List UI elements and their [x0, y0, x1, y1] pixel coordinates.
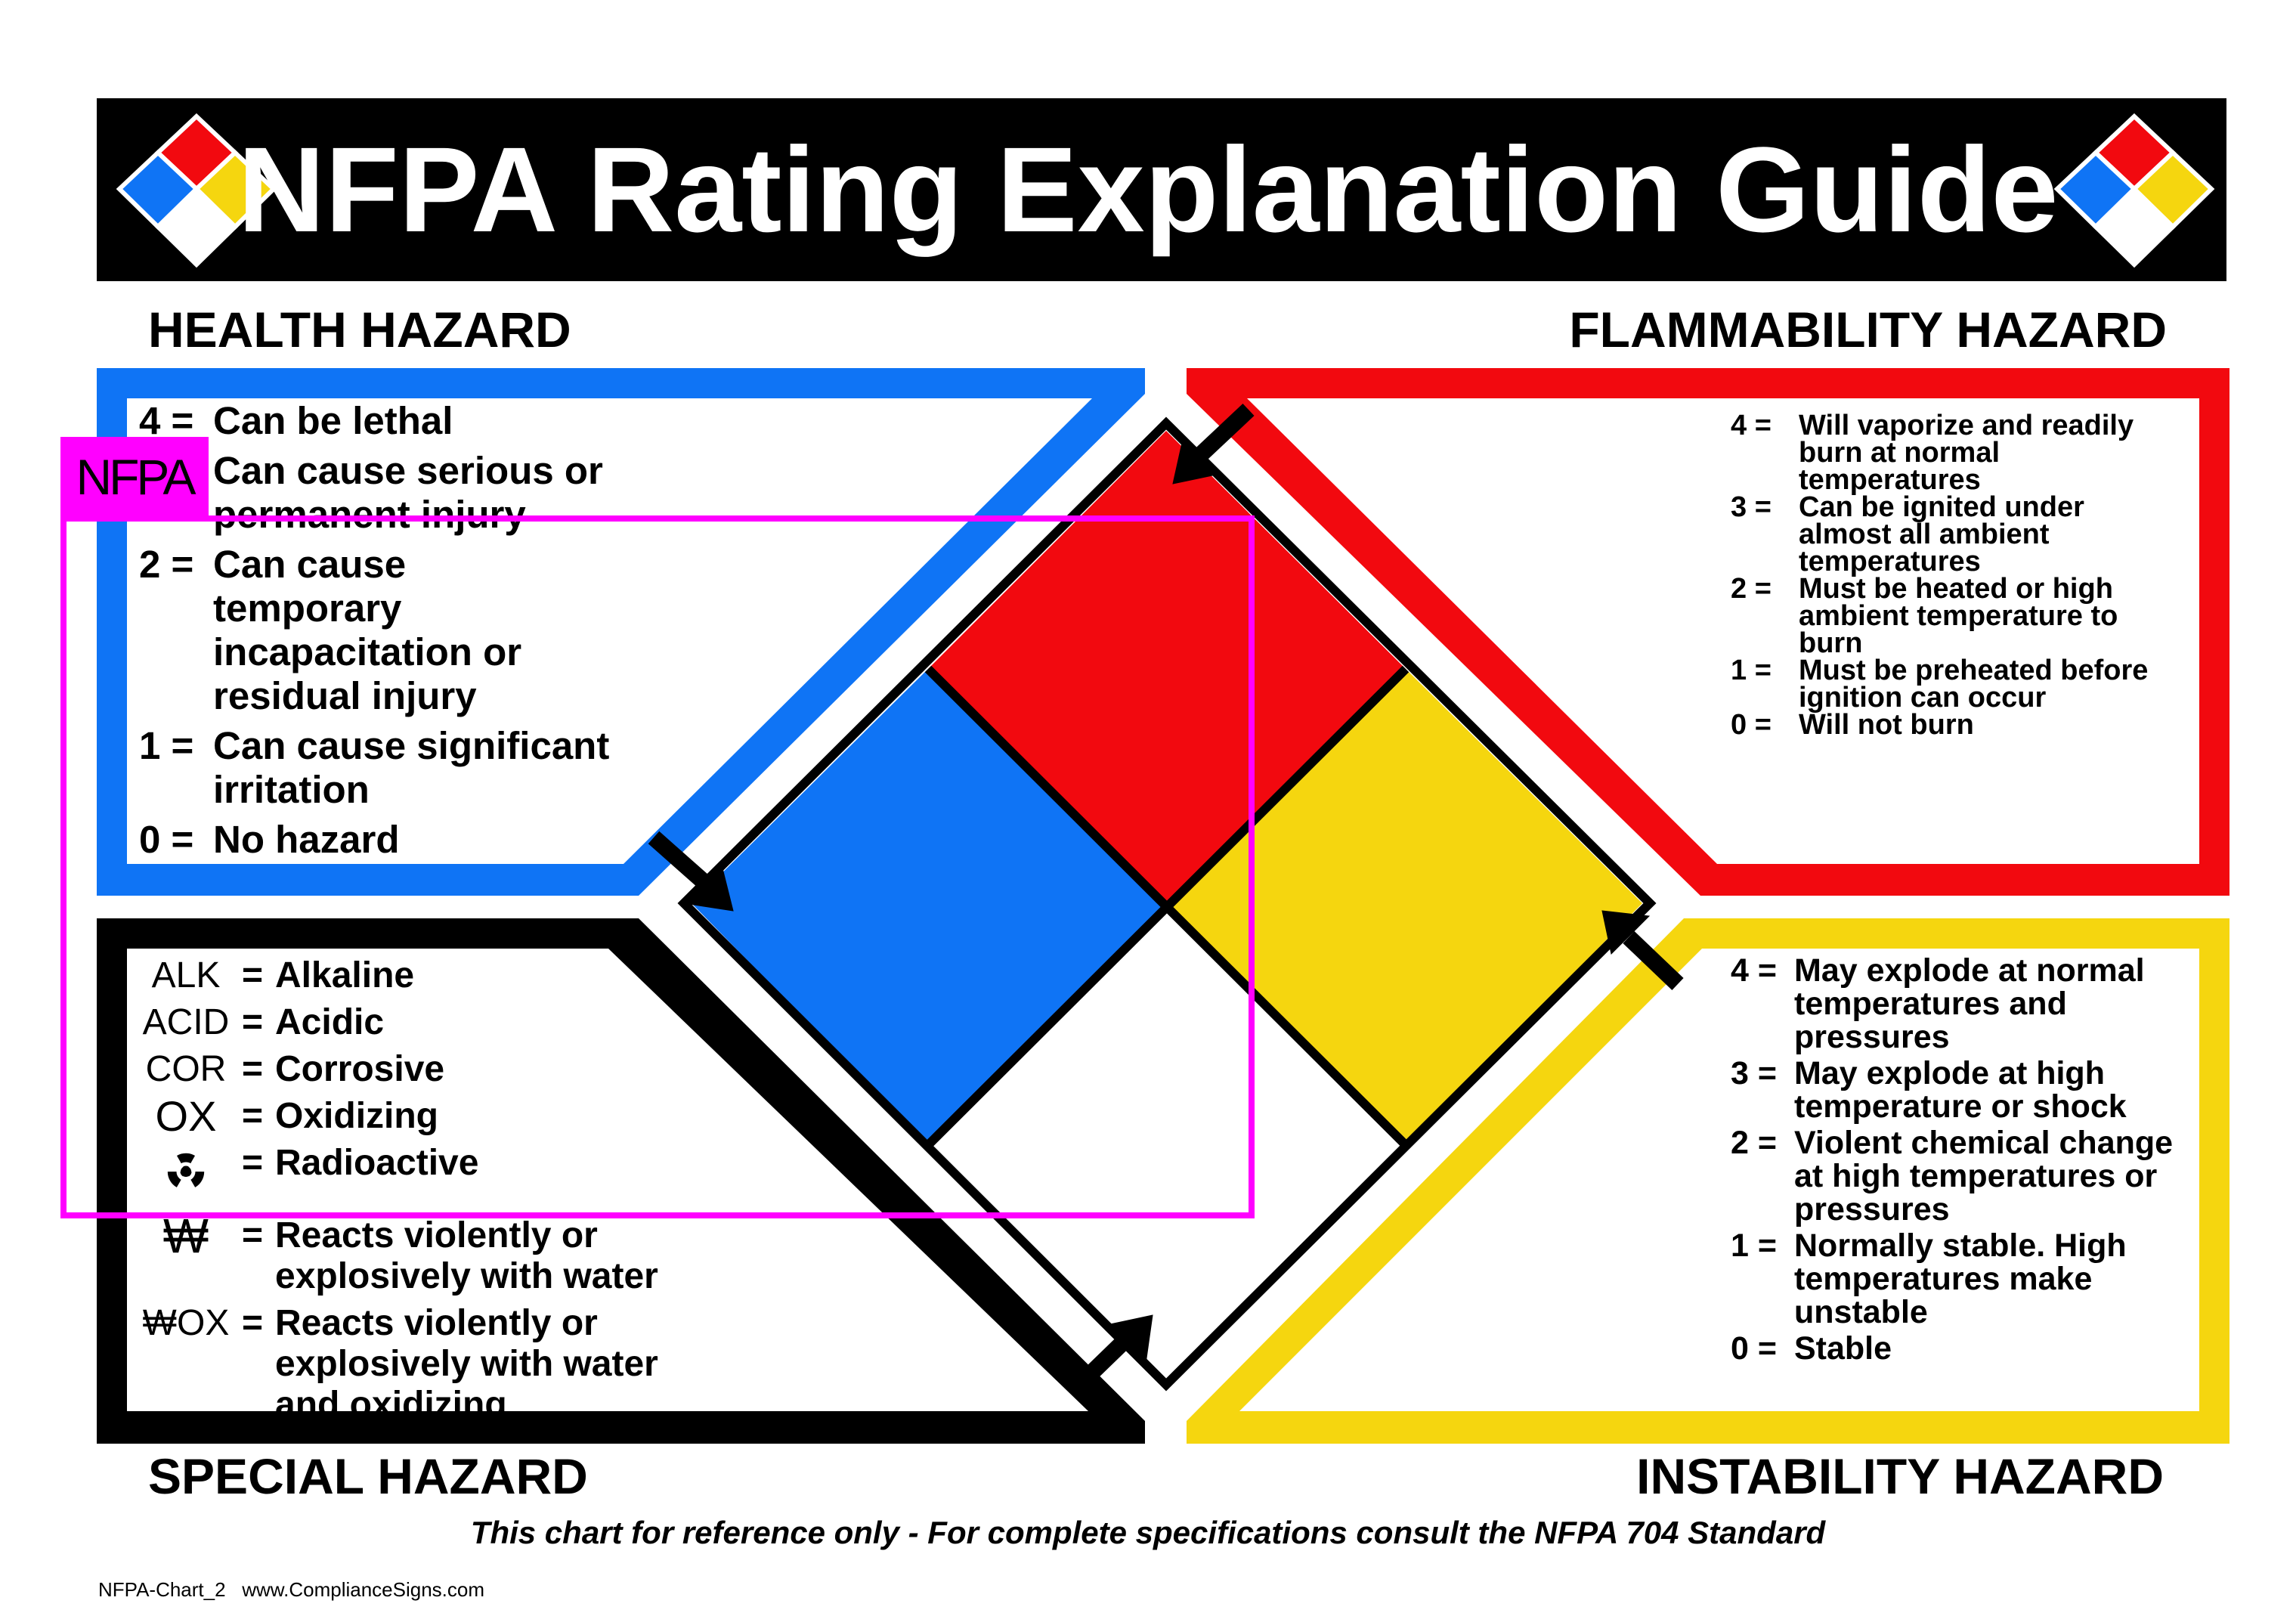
list-item: OX = Oxidizing [130, 1092, 735, 1140]
footer-text: NFPA-Chart_2 www.ComplianceSigns.com [98, 1578, 485, 1601]
water-oxidizer-symbol: ₩OX [142, 1303, 230, 1343]
list-item: 3 = May explode at high temperature or sh… [1731, 1055, 2127, 1125]
page-title: NFPA Rating Explanation Guide [237, 122, 2059, 257]
list-item: ACID = Acidic [130, 1002, 735, 1043]
list-item: 2 = Can cause temporary incapacitation or… [139, 543, 522, 717]
list-item: 2 = Violent chemical change at high tempe… [1731, 1125, 2174, 1227]
special-symbol: ALK [151, 955, 221, 995]
special-symbol: OX [155, 1092, 217, 1140]
overlay-box [60, 515, 1255, 1218]
list-item: 1 = Must be preheated before ignition can… [1731, 655, 2149, 714]
flammability-hazard-list: 4 = Will vaporize and readily burn at nor… [1731, 410, 2199, 741]
list-item: 4 = May explode at normal temperatures an… [1731, 952, 2145, 1055]
nfpa-diamond-logo-left [116, 113, 277, 268]
special-hazard-title: SPECIAL HAZARD [148, 1448, 588, 1504]
list-item: 1 = Normally stable. High temperatures ma… [1731, 1227, 2127, 1330]
list-item: 3 = Can be ignited under almost all ambie… [1731, 491, 2084, 577]
list-item: 1 = Can cause significant irritation [139, 724, 610, 811]
flammability-hazard-title: FLAMMABILITY HAZARD [1569, 302, 2167, 358]
list-item: 0 = No hazard [139, 818, 400, 861]
flammability-panel-inner [1247, 398, 2199, 864]
list-item: ₩OX = Reacts violently or explosively with… [130, 1303, 735, 1426]
header-bar [97, 98, 2226, 281]
list-item: 4 = Will vaporize and readily burn at nor… [1731, 410, 2134, 496]
list-item: ₩ = Reacts violently or explosively with w… [130, 1209, 735, 1297]
list-item: 4 = Can be lethal [139, 399, 453, 442]
list-item: = Radioactive [130, 1143, 735, 1209]
special-panel-inner [127, 949, 1088, 1411]
nfpa-diamond [677, 416, 1657, 1392]
special-symbol: COR [145, 1049, 227, 1089]
list-item: 0 = Will not burn [1731, 709, 1974, 741]
instability-panel-inner [1239, 949, 2199, 1411]
list-item: ALK = Alkaline [130, 955, 735, 996]
list-item: COR = Corrosive [130, 1049, 735, 1090]
radioactive-icon [167, 1153, 205, 1187]
arrows [648, 403, 1684, 1393]
nfpa-diamond-logo-right [2053, 113, 2215, 268]
instability-hazard-list: 4 = May explode at normal temperatures an… [1731, 954, 2214, 1368]
list-item: 0 = Stable [1731, 1330, 1892, 1367]
water-reactive-icon: ₩ [162, 1209, 209, 1263]
health-hazard-title: HEALTH HAZARD [148, 302, 571, 358]
disclaimer: This chart for reference only - For comp… [470, 1515, 1826, 1550]
list-item: 2 = Must be heated or high ambient temper… [1731, 573, 2118, 659]
instability-hazard-title: INSTABILITY HAZARD [1636, 1448, 2164, 1504]
health-panel-inner [127, 398, 1092, 864]
overlay-label: NFPA [60, 437, 209, 517]
special-symbol: ACID [142, 1002, 230, 1042]
special-hazard-list: ALK = Alkaline ACID = Acidic COR = Corrosive O… [130, 955, 735, 1432]
